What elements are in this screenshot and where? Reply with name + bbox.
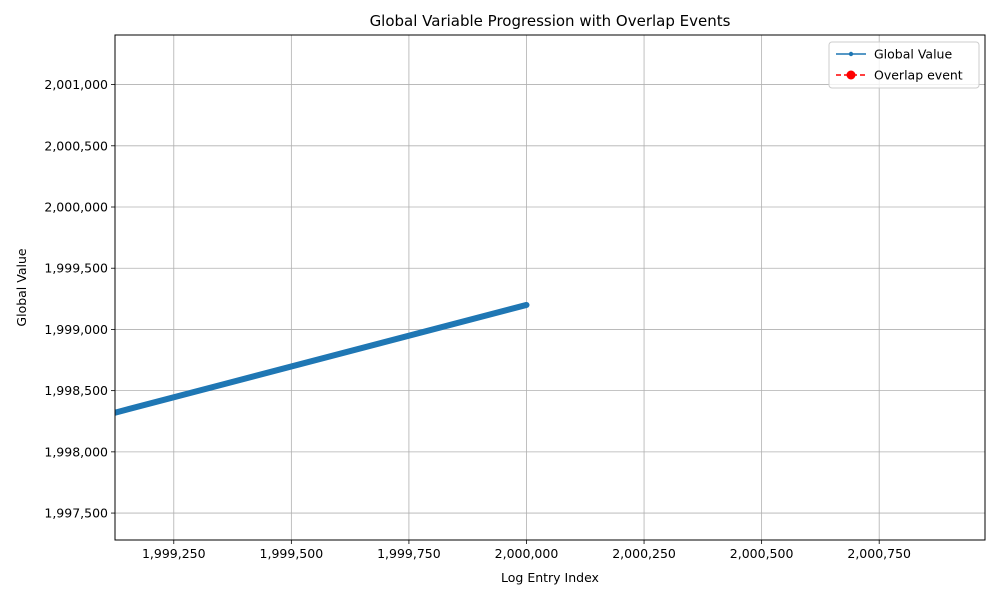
chart-title: Global Variable Progression with Overlap… [370, 12, 731, 30]
y-axis-ticks: 1,997,500 1,998,000 1,998,500 1,999,000 1,99… [44, 77, 115, 521]
y-tick-label: 1,997,500 [44, 506, 108, 521]
y-tick-label: 2,001,000 [44, 77, 108, 92]
y-tick-label: 1,998,500 [44, 383, 108, 398]
legend-entry: Overlap event [836, 68, 963, 83]
x-tick-label: 2,000,500 [730, 546, 794, 561]
y-tick-label: 1,998,000 [44, 444, 108, 459]
x-tick-label: 2,000,750 [847, 546, 911, 561]
x-tick-label: 2,000,250 [612, 546, 676, 561]
plot-series [115, 301, 530, 416]
legend-marker-global-value [848, 51, 854, 57]
x-tick-label: 1,999,750 [377, 546, 441, 561]
y-tick-label: 2,000,000 [44, 200, 108, 215]
legend: Global Value Overlap event [828, 41, 980, 89]
legend-entries: Global Value Overlap event [836, 47, 963, 83]
legend-entry: Global Value [836, 47, 952, 62]
legend-label: Overlap event [874, 68, 963, 83]
plot-frame [114, 34, 986, 541]
y-tick-label: 1,999,500 [44, 261, 108, 276]
series-line-global-value [115, 301, 530, 416]
x-tick-label: 2,000,000 [495, 546, 559, 561]
y-tick-label: 1,999,000 [44, 322, 108, 337]
y-axis-label: Global Value [14, 248, 29, 326]
legend-marker-overlap-event [846, 70, 856, 80]
legend-label: Global Value [874, 47, 952, 62]
y-tick-label: 2,000,500 [44, 138, 108, 153]
grid [115, 35, 985, 540]
x-axis-label: Log Entry Index [501, 570, 599, 585]
x-tick-label: 1,999,500 [260, 546, 324, 561]
x-axis-ticks: 1,999,250 1,999,500 1,999,750 2,000,000 2,00… [142, 540, 911, 561]
x-tick-label: 1,999,250 [142, 546, 206, 561]
legend-box [828, 41, 980, 89]
